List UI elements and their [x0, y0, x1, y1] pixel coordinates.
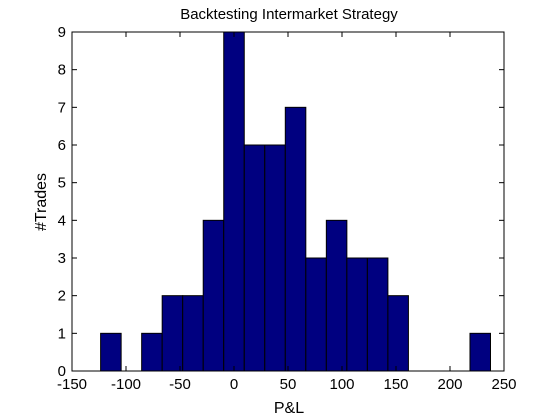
x-tick-label: 50	[280, 376, 297, 393]
histogram-bar	[346, 257, 368, 372]
x-tick-label: 100	[329, 376, 354, 393]
histogram-bar	[325, 219, 348, 372]
histogram-bar	[469, 332, 492, 372]
histogram-bar	[243, 144, 266, 372]
histogram-bar	[264, 144, 286, 372]
histogram-bar	[100, 332, 122, 372]
y-tick-label: 0	[58, 363, 66, 380]
x-tick-label: -100	[111, 376, 141, 393]
histogram-bar	[223, 31, 245, 372]
histogram-bar	[141, 332, 163, 372]
x-tick-label: -50	[169, 376, 191, 393]
histogram-bar	[305, 257, 327, 372]
y-tick-label: 7	[58, 99, 66, 116]
y-tick-label: 8	[58, 62, 66, 79]
y-axis-label: #Trades	[33, 173, 50, 231]
x-tick-label: -150	[57, 376, 87, 393]
ticks-layer: -150 -100 -50 0 50 100 150 200 250 0 1 2 3 4 5 6 7 8 9	[57, 24, 517, 393]
x-axis-label: P&L	[274, 400, 304, 417]
bars-layer	[100, 31, 492, 372]
y-tick-label: 5	[58, 175, 66, 192]
y-tick-label: 6	[58, 137, 66, 154]
y-tick-label: 3	[58, 250, 66, 267]
histogram-bar	[202, 219, 225, 372]
y-tick-label: 9	[58, 24, 66, 41]
x-tick-label: 150	[383, 376, 408, 393]
histogram-bar	[366, 257, 389, 372]
y-tick-label: 4	[58, 212, 66, 229]
x-tick-label: 0	[230, 376, 238, 393]
chart-title: Backtesting Intermarket Strategy	[180, 6, 398, 23]
histogram-bar	[182, 295, 204, 372]
histogram-bar	[161, 295, 184, 372]
x-tick-label: 250	[491, 376, 516, 393]
y-tick-label: 2	[58, 288, 66, 305]
y-tick-label: 1	[58, 325, 66, 342]
x-tick-label: 200	[437, 376, 462, 393]
histogram-bar	[387, 295, 409, 372]
histogram-bar	[284, 106, 307, 372]
